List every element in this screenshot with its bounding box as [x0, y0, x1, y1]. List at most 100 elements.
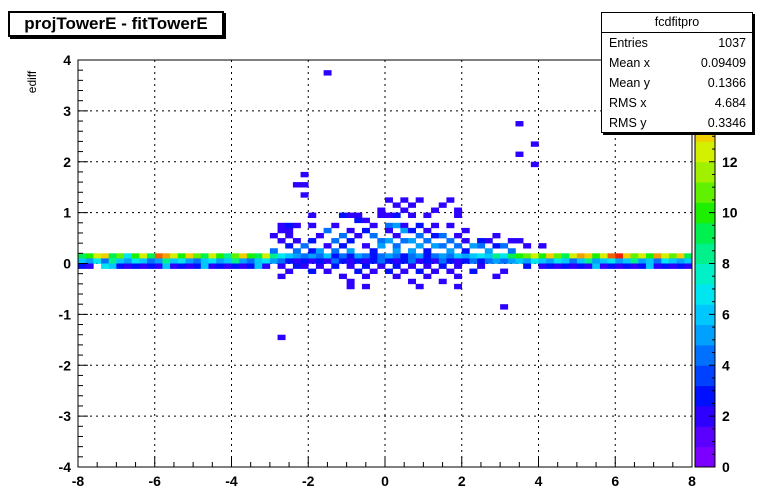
heatmap-bin — [446, 258, 455, 264]
heatmap-bin — [78, 263, 86, 269]
color-scale-label: 12 — [722, 154, 738, 170]
heatmap-bin — [576, 258, 585, 264]
stats-name: fcdfitpro — [602, 13, 752, 33]
heatmap-bin — [561, 263, 570, 269]
heatmap-bin — [599, 263, 608, 269]
heatmap-bin — [385, 227, 393, 234]
heatmap-bin — [477, 258, 486, 264]
heatmap-bin — [500, 304, 509, 310]
heatmap-bin — [323, 258, 332, 264]
heatmap-bin — [392, 263, 401, 269]
heatmap-bin — [269, 248, 278, 254]
heatmap-bin — [346, 283, 355, 290]
heatmap-bin — [638, 263, 647, 269]
color-scale-label: 10 — [722, 205, 738, 221]
heatmap-bin — [170, 258, 179, 264]
heatmap-bin — [124, 263, 133, 269]
heatmap-bin — [116, 263, 125, 269]
heatmap-bin — [346, 238, 355, 244]
color-scale-segment — [695, 405, 715, 427]
heatmap-bin — [354, 217, 363, 224]
heatmap-bin — [438, 253, 447, 259]
heatmap-bin — [385, 258, 393, 264]
heatmap-bin — [292, 248, 301, 254]
stats-label: Mean y — [609, 76, 650, 90]
heatmap-bin — [500, 268, 509, 274]
heatmap-bin — [446, 253, 455, 259]
heatmap-bin — [154, 253, 163, 259]
heatmap-bin — [200, 258, 209, 264]
x-tick-label: 0 — [381, 473, 389, 489]
heatmap-bin — [492, 232, 501, 239]
heatmap-bin — [530, 258, 539, 264]
heatmap-bin — [308, 248, 317, 254]
heatmap-bin — [446, 222, 455, 229]
heatmap-bin — [239, 263, 248, 269]
heatmap-bin — [446, 197, 455, 203]
heatmap-bin — [193, 263, 202, 269]
heatmap-bin — [599, 253, 608, 259]
heatmap-bin — [369, 258, 378, 264]
heatmap-bin — [454, 253, 463, 259]
color-scale-segment — [695, 344, 715, 366]
heatmap-bin — [438, 243, 447, 249]
color-scale-label: 6 — [722, 306, 730, 322]
heatmap-bin — [645, 258, 654, 264]
heatmap-bin — [300, 171, 309, 178]
heatmap-bin — [116, 253, 125, 259]
heatmap-bin — [154, 263, 163, 269]
x-tick-label: 4 — [535, 473, 543, 489]
heatmap-bin — [162, 263, 171, 269]
heatmap-bin — [615, 253, 624, 259]
heatmap-bin — [415, 258, 424, 264]
heatmap-bin — [377, 207, 386, 213]
heatmap-bin — [400, 227, 409, 234]
heatmap-bin — [208, 253, 217, 259]
heatmap-bin — [645, 263, 654, 269]
heatmap-bin — [392, 248, 401, 254]
heatmap-bin — [408, 263, 416, 269]
stats-value: 1037 — [718, 36, 746, 50]
heatmap-bin — [423, 263, 432, 269]
heatmap-bin — [400, 238, 409, 244]
stats-label: RMS x — [609, 96, 647, 110]
heatmap-bin — [185, 258, 194, 264]
heatmap-bin — [423, 258, 432, 264]
heatmap-bin — [415, 253, 424, 259]
color-scale-segment — [695, 446, 715, 468]
heatmap-bin — [277, 253, 286, 259]
x-tick-label: -4 — [225, 473, 238, 489]
heatmap-bin — [461, 248, 470, 254]
heatmap-bin — [431, 207, 440, 213]
y-tick-label: -1 — [59, 306, 72, 322]
y-tick-label: -4 — [59, 459, 72, 475]
heatmap-bin — [408, 258, 416, 264]
heatmap-bin — [492, 273, 501, 280]
heatmap-bin — [377, 253, 386, 259]
x-tick-label: 8 — [688, 473, 696, 489]
color-scale-segment — [695, 202, 715, 224]
heatmap-bin — [101, 263, 109, 269]
stats-row-mean-y: Mean y 0.1366 — [602, 73, 752, 93]
heatmap-bin — [438, 263, 447, 269]
heatmap-bin — [423, 273, 432, 280]
heatmap-bin — [576, 263, 585, 269]
heatmap-bin — [323, 70, 332, 76]
heatmap-bin — [323, 243, 332, 249]
heatmap-bin — [139, 258, 148, 264]
heatmap-bin — [477, 263, 486, 269]
stats-row-mean-x: Mean x 0.09409 — [602, 53, 752, 73]
heatmap-bin — [369, 232, 378, 239]
heatmap-bin — [354, 232, 363, 239]
heatmap-bin — [599, 258, 608, 264]
heatmap-bin — [308, 258, 317, 264]
heatmap-bin — [484, 248, 493, 254]
heatmap-bin — [346, 253, 355, 259]
heatmap-bin — [246, 253, 255, 259]
heatmap-bin — [377, 258, 386, 264]
heatmap-bin — [515, 121, 524, 127]
heatmap-bin — [285, 253, 294, 259]
stats-value: 0.3346 — [707, 116, 746, 130]
color-scale-segment — [695, 426, 715, 448]
heatmap-bin — [385, 197, 393, 203]
